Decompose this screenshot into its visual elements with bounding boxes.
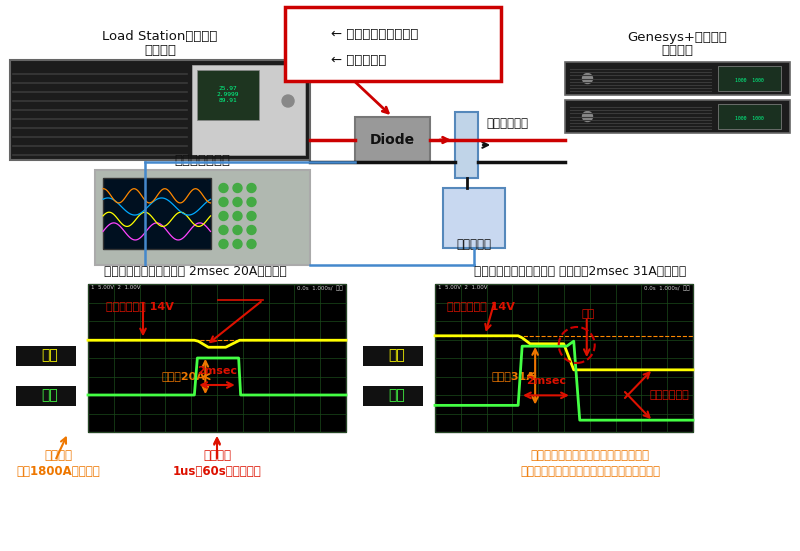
FancyBboxPatch shape [355, 117, 430, 163]
Circle shape [282, 95, 294, 107]
FancyBboxPatch shape [16, 345, 76, 366]
Text: 1000  1000: 1000 1000 [735, 116, 764, 121]
Text: Load Stationシリーズ: Load Stationシリーズ [102, 30, 218, 43]
Text: 0.0s  1.000s/  停止: 0.0s 1.000s/ 停止 [298, 285, 343, 290]
Circle shape [582, 111, 593, 122]
Text: 電圧: 電圧 [42, 349, 58, 363]
Circle shape [219, 212, 228, 220]
Text: 2msec: 2msec [197, 366, 237, 376]
FancyBboxPatch shape [565, 62, 790, 95]
Text: 電圧: 電圧 [389, 349, 406, 363]
Text: ツェナー電位 14V: ツェナー電位 14V [106, 301, 174, 311]
Text: 電流: 電流 [389, 388, 406, 403]
Circle shape [247, 183, 256, 192]
Text: 電流アンプ: 電流アンプ [457, 238, 491, 251]
Circle shape [233, 183, 242, 192]
FancyBboxPatch shape [103, 178, 210, 249]
Circle shape [247, 225, 256, 235]
Circle shape [233, 225, 242, 235]
FancyBboxPatch shape [285, 7, 501, 81]
FancyBboxPatch shape [363, 386, 423, 406]
Text: 電流：20A: 電流：20A [162, 371, 206, 381]
Text: 印加時間: 印加時間 [203, 449, 231, 462]
Text: 1000  1000: 1000 1000 [735, 78, 764, 83]
Text: 溶断電流と溶断時間を任意に設定でき: 溶断電流と溶断時間を任意に設定でき [530, 449, 650, 462]
Text: 電流：31A: 電流：31A [491, 371, 535, 381]
FancyBboxPatch shape [16, 386, 76, 406]
Circle shape [247, 197, 256, 207]
Text: 1  5.00V  2  1.00V: 1 5.00V 2 1.00V [438, 285, 487, 290]
Text: 最大1800A設定可能: 最大1800A設定可能 [16, 465, 100, 478]
Text: 直流電源: 直流電源 [662, 44, 694, 57]
Circle shape [233, 240, 242, 249]
Text: 設定電流: 設定電流 [44, 449, 72, 462]
Circle shape [233, 197, 242, 207]
Circle shape [247, 212, 256, 220]
FancyBboxPatch shape [197, 70, 259, 120]
Circle shape [233, 212, 242, 220]
Circle shape [219, 197, 228, 207]
FancyBboxPatch shape [565, 100, 790, 133]
Text: 例）ツェナーダイオード 2msec 20A時の波形: 例）ツェナーダイオード 2msec 20A時の波形 [104, 265, 286, 278]
FancyBboxPatch shape [443, 188, 505, 248]
FancyBboxPatch shape [10, 60, 310, 160]
Text: 1us～60sの設定可能: 1us～60sの設定可能 [173, 465, 262, 478]
Text: 1  5.00V  2  1.00V: 1 5.00V 2 1.00V [91, 285, 141, 290]
Text: ← ツェナーダイオード: ← ツェナーダイオード [331, 29, 418, 41]
Text: 電子負荷: 電子負荷 [144, 44, 176, 57]
FancyBboxPatch shape [363, 345, 423, 366]
FancyBboxPatch shape [88, 284, 346, 432]
Text: オシロスコープ: オシロスコープ [174, 154, 230, 167]
FancyBboxPatch shape [455, 112, 478, 178]
FancyBboxPatch shape [718, 104, 781, 129]
Text: ← ダイオード: ← ダイオード [331, 53, 386, 67]
Circle shape [219, 240, 228, 249]
Text: 破壊: 破壊 [582, 309, 595, 319]
Text: Genesys+シリーズ: Genesys+シリーズ [627, 31, 727, 44]
Text: 25.97
2.9999
89.91: 25.97 2.9999 89.91 [217, 87, 239, 103]
Circle shape [247, 240, 256, 249]
FancyBboxPatch shape [192, 65, 305, 155]
Text: Diode: Diode [370, 133, 415, 147]
Text: 電流プローブ: 電流プローブ [486, 117, 528, 130]
Text: ツェナー電位 14V: ツェナー電位 14V [447, 301, 515, 311]
FancyBboxPatch shape [95, 170, 310, 265]
Text: 例）ツェナーダイオード 破壊時：2msec 31A時の波形: 例）ツェナーダイオード 破壊時：2msec 31A時の波形 [474, 265, 686, 278]
Circle shape [219, 225, 228, 235]
Text: オープン状態: オープン状態 [650, 390, 689, 400]
FancyBboxPatch shape [718, 66, 781, 91]
Text: 各種ヒューズの電気特性の評価や試験に対応: 各種ヒューズの電気特性の評価や試験に対応 [520, 465, 660, 478]
Text: 電流: 電流 [42, 388, 58, 403]
Text: 2msec: 2msec [526, 376, 566, 386]
FancyBboxPatch shape [435, 284, 693, 432]
Circle shape [582, 73, 593, 84]
Circle shape [219, 183, 228, 192]
Text: 0.0s  1.000s/  停止: 0.0s 1.000s/ 停止 [644, 285, 690, 290]
